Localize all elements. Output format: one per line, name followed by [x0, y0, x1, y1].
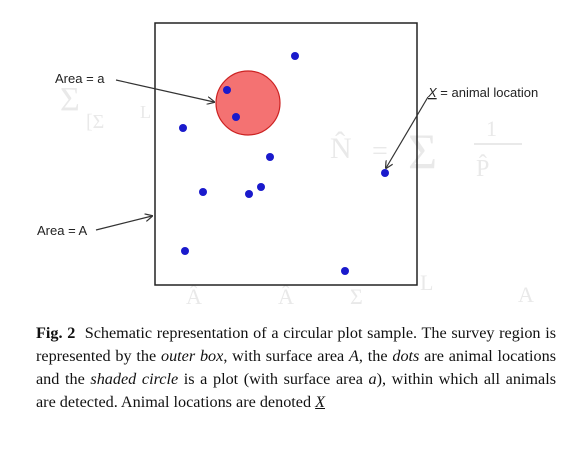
svg-text:N̂: N̂ [330, 131, 352, 165]
plot-circle [215, 70, 281, 136]
plot-area-arrow [115, 79, 214, 102]
svg-text:1: 1 [486, 116, 497, 141]
svg-text:=: = [372, 136, 388, 167]
caption-text-4: are animal locations and the [36, 347, 556, 388]
caption-dots: dots [392, 347, 420, 365]
svg-text:Â: Â [186, 284, 202, 309]
plot-area-label: Area = a [55, 71, 105, 86]
animal-dot [257, 183, 265, 191]
caption-text-3: , the [358, 347, 393, 365]
figure-number: Fig. 2 [36, 324, 76, 342]
animal-location-arrow [386, 96, 429, 168]
animal-location-text: = animal location [437, 85, 539, 100]
animal-symbol: X [427, 85, 438, 100]
svg-text:Â: Â [278, 284, 294, 309]
animal-dot [266, 153, 274, 161]
animal-dot [179, 124, 187, 132]
animal-dot [381, 169, 389, 177]
outer-box [154, 22, 418, 286]
box-area-arrow [95, 216, 152, 231]
caption-X: X [315, 393, 326, 411]
caption-text-1: Schematic representation of a circular p… [36, 324, 557, 365]
svg-text:P̂: P̂ [476, 154, 489, 182]
box-area-label: Area = A [37, 223, 88, 238]
animal-dot [232, 113, 240, 121]
caption-area-A: A [349, 347, 359, 365]
diagram: Σ [Σ L N̂ = Σ 1 P̂ L Â Â Σ A [37, 22, 538, 309]
animal-dots [179, 52, 389, 275]
svg-text:[Σ: [Σ [86, 111, 104, 133]
background-watermark: Σ [Σ L N̂ = Σ 1 P̂ L Â Â Σ A [60, 81, 534, 309]
caption-shaded-circle: shaded circle [90, 370, 179, 388]
svg-text:Σ: Σ [408, 123, 437, 179]
animal-dot [181, 247, 189, 255]
animal-dot [199, 188, 207, 196]
caption-text-5: is a plot (with surface area [178, 370, 369, 388]
animal-dot [341, 267, 349, 275]
caption-area-a: a [368, 370, 377, 388]
svg-text:Σ: Σ [60, 81, 80, 118]
caption-text-6: ), within which all animals are detected… [36, 370, 556, 411]
svg-text:Σ: Σ [350, 284, 363, 309]
svg-text:L: L [420, 270, 433, 295]
animal-dot [245, 190, 253, 198]
figure-caption: Fig. 2 Schematic representation of a cir… [36, 322, 556, 414]
animal-dot [223, 86, 231, 94]
caption-outer-box: outer box [160, 347, 224, 365]
svg-text:A: A [518, 282, 534, 307]
caption-text-2: , with surface area [223, 347, 350, 365]
svg-text:L: L [140, 102, 151, 122]
animal-location-label: X = animal location [427, 85, 538, 100]
animal-dot [291, 52, 299, 60]
